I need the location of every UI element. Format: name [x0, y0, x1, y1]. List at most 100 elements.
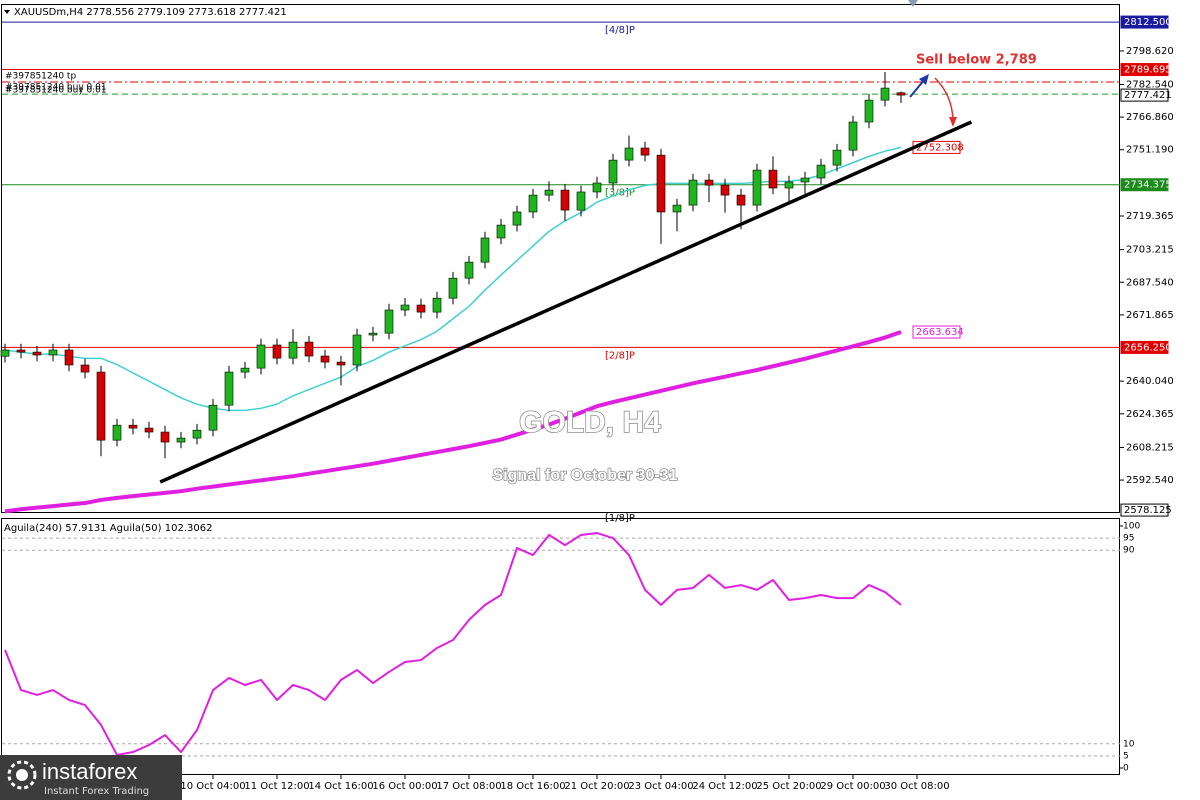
candle-body [288, 341, 298, 359]
indicator-header: Aguila(240) 57.9131 Aguila(50) 102.3062 [4, 523, 212, 534]
candle-body [784, 181, 794, 189]
symbol-header: XAUUSDm,H4 2778.556 2779.109 2773.618 27… [14, 7, 287, 18]
candle-body [720, 184, 730, 196]
x-tick-label: 24 Oct 12:00 [692, 781, 757, 792]
candle-body [384, 309, 394, 334]
indicator-panel [1, 518, 1120, 775]
candle-body [304, 341, 314, 357]
y-tick-label: 2592.540 [1126, 475, 1174, 486]
candle-body [528, 194, 538, 213]
candle-body [464, 261, 474, 279]
level-tag: [1/8]P [605, 513, 635, 524]
indicator-line [4, 532, 902, 756]
indicator-tick-label: 95 [1123, 534, 1134, 544]
x-tick-label: 16 Oct 00:00 [372, 781, 437, 792]
candle-body [752, 169, 762, 206]
candle-body [640, 147, 650, 156]
y-tick-label: 2608.215 [1126, 442, 1174, 453]
candle-body [864, 99, 874, 123]
candle-body [128, 424, 138, 429]
x-tick-label: 25 Oct 20:00 [756, 781, 821, 792]
plot-layer: 2798.620 2782.540 2766.860 2751.190 2719.365… [0, 15, 1174, 792]
watermark-subtitle: Signal for October 30-31 [493, 467, 678, 484]
candle-body [80, 364, 90, 373]
level-label-box [1120, 63, 1169, 77]
candle-body [352, 334, 362, 366]
candle-body [32, 351, 42, 356]
x-tick-label: 10 Oct 04:00 [180, 781, 245, 792]
x-tick-label: 23 Oct 04:00 [628, 781, 693, 792]
candle-body [160, 431, 170, 443]
logo-box [0, 755, 182, 800]
level-label: 2752.308 [916, 142, 964, 153]
level-label: 2656.250 [1124, 342, 1172, 353]
y-tick-label: 2687.540 [1126, 277, 1174, 288]
candle-body [400, 304, 410, 311]
indicator-tick-label: 0 [1123, 764, 1129, 774]
logo-text: instaforex [42, 759, 137, 784]
candle-body [624, 147, 634, 161]
candle-body [48, 349, 58, 356]
candle-body [176, 437, 186, 443]
watermark-title: GOLD, H4 [519, 406, 661, 439]
level-label-box [1120, 503, 1169, 517]
candle-body [0, 349, 10, 357]
candle-body [64, 349, 74, 366]
level-label: 2777.421 [1124, 90, 1172, 101]
y-tick-label: 2640.040 [1126, 376, 1174, 387]
indicator-tick-label: 5 [1123, 751, 1129, 761]
candle-body [448, 277, 458, 299]
candle-body [576, 191, 586, 211]
candle-body [416, 304, 426, 313]
main-panel [1, 4, 1120, 513]
candle-body [816, 164, 826, 179]
y-tick-label: 2671.865 [1126, 310, 1174, 321]
candle-body [656, 154, 666, 213]
logo-tagline: Instant Forex Trading [44, 786, 149, 797]
candle-body [672, 204, 682, 213]
level-label: 2578.125 [1124, 505, 1172, 516]
level-tag: [2/8]P [605, 350, 635, 361]
logo-icon-core [16, 769, 28, 781]
level-label: 2663.634 [916, 327, 964, 338]
candle-body [768, 169, 778, 189]
candle-body [208, 404, 218, 431]
red-arrow [934, 77, 954, 121]
order-label: #397851240 buy 0.01 [5, 86, 107, 96]
candle-body [224, 371, 234, 406]
candle-body [496, 224, 506, 239]
candle-body [96, 371, 106, 441]
candle-body [560, 189, 570, 211]
candle-body [880, 87, 890, 101]
level-label: 2734.375 [1124, 180, 1172, 191]
y-tick-label: 2751.190 [1126, 145, 1174, 156]
candle-body [480, 237, 490, 263]
order-label: #397851240 tp [5, 72, 76, 82]
trendline [159, 120, 973, 484]
logo-icon [7, 760, 37, 790]
candle-body [240, 367, 250, 373]
moving-average [4, 146, 902, 412]
candle-body [800, 177, 810, 183]
level-label-box [1120, 178, 1169, 192]
candle-body [112, 424, 122, 441]
sell-annotation: Sell below 2,789 [916, 53, 1037, 68]
x-tick-label: 30 Oct 08:00 [884, 781, 949, 792]
candle-body [592, 182, 602, 193]
y-tick-label: 2798.620 [1126, 46, 1174, 57]
y-tick-label: 2719.365 [1126, 211, 1174, 222]
candle-body [432, 297, 442, 313]
x-tick-label: 29 Oct 00:00 [820, 781, 885, 792]
x-tick-label: 11 Oct 12:00 [244, 781, 309, 792]
level-label: 2812.500 [1124, 17, 1172, 28]
candle-body [544, 189, 554, 196]
indicator-tick-label: 10 [1123, 739, 1135, 749]
y-tick-label: 2624.365 [1126, 409, 1174, 420]
y-tick-label: 2782.540 [1126, 79, 1174, 90]
level-label-box [912, 325, 961, 339]
candle-body [512, 211, 522, 226]
y-tick-label: 2766.860 [1126, 112, 1174, 123]
